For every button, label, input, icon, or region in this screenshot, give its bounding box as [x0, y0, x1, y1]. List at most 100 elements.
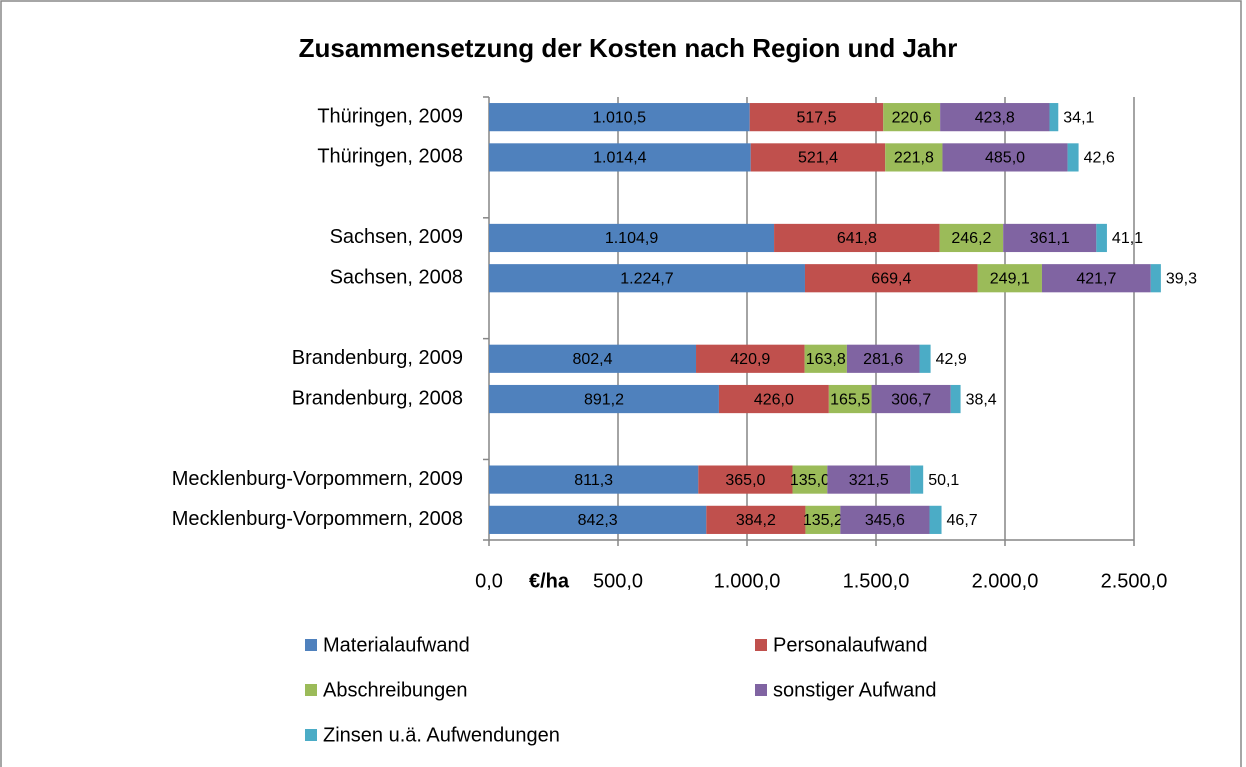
legend-swatch: [305, 639, 317, 651]
bar-segment: [846, 344, 920, 373]
bar-segment: [910, 465, 924, 494]
chart-title: Zusammensetzung der Kosten nach Region u…: [299, 33, 958, 63]
data-label: 321,5: [849, 472, 889, 489]
y-tick-label: Brandenburg, 2009: [292, 347, 463, 369]
data-label: 669,4: [871, 270, 911, 287]
bar-segment: [1049, 103, 1059, 132]
data-label: 891,2: [584, 391, 624, 408]
data-label: 420,9: [730, 351, 770, 368]
bar-segment: [706, 505, 806, 534]
bar-segment: [718, 384, 829, 414]
legend-swatch: [305, 684, 317, 696]
y-tick-label: Mecklenburg-Vorpommern, 2009: [172, 468, 463, 490]
data-label: 802,4: [572, 351, 612, 368]
data-label: 365,0: [725, 472, 765, 489]
data-label: 50,1: [928, 472, 959, 489]
data-label: 38,4: [966, 391, 997, 408]
legend-swatch: [755, 639, 767, 651]
bar-segment: [489, 384, 719, 414]
data-label: 34,1: [1063, 109, 1094, 126]
data-label: 345,6: [865, 512, 905, 529]
bar-segment: [489, 344, 697, 373]
data-label: 521,4: [798, 150, 838, 167]
bar-segment: [749, 103, 884, 132]
bar-segment: [489, 505, 707, 534]
legend-swatch: [755, 684, 767, 696]
legend-label: Materialaufwand: [323, 634, 470, 656]
bar-segment: [750, 143, 886, 172]
data-label: 1.014,4: [593, 150, 646, 167]
legend-label: sonstiger Aufwand: [773, 679, 936, 701]
bar-segment: [489, 465, 699, 494]
data-label: 426,0: [754, 391, 794, 408]
bar-segment: [939, 223, 1004, 253]
bar-segment: [489, 264, 805, 293]
data-label: 135,2: [803, 512, 843, 529]
data-label: 384,2: [736, 512, 776, 529]
bar-segment: [489, 143, 751, 172]
data-label: 811,3: [574, 472, 613, 489]
data-label: 641,8: [837, 230, 877, 247]
data-label: 41,1: [1112, 230, 1143, 247]
bar-segment: [977, 264, 1042, 293]
y-tick-label: Sachsen, 2009: [330, 226, 463, 248]
bar-segment: [827, 465, 911, 494]
bar-segment: [942, 143, 1068, 172]
legend-label: Personalaufwand: [773, 634, 928, 656]
x-tick-label: 2.500,0: [1101, 570, 1168, 592]
y-tick-label: Mecklenburg-Vorpommern, 2008: [172, 508, 463, 530]
data-label: 39,3: [1166, 270, 1197, 287]
y-tick-label: Thüringen, 2009: [317, 105, 463, 127]
x-axis-label: €/ha: [529, 570, 570, 592]
bar-segment: [840, 505, 930, 534]
x-tick-label: 2.000,0: [972, 570, 1039, 592]
bar-segment: [489, 223, 775, 253]
bar-segment: [489, 103, 750, 132]
data-label: 1.104,9: [605, 230, 658, 247]
data-label: 246,2: [951, 230, 991, 247]
bar-segment: [919, 344, 931, 373]
y-tick-label: Brandenburg, 2008: [292, 387, 463, 409]
data-label: 306,7: [891, 391, 931, 408]
data-label: 1.224,7: [620, 270, 673, 287]
bar-segment: [804, 264, 978, 293]
bar-segment: [885, 143, 943, 172]
bar-segment: [696, 344, 805, 373]
data-label: 135,0: [790, 472, 830, 489]
bar-segment: [1003, 223, 1097, 253]
bar-segment: [1096, 223, 1107, 253]
data-label: 842,3: [578, 512, 618, 529]
bar-segment: [940, 103, 1050, 132]
data-label: 281,6: [863, 351, 903, 368]
bar-segment: [950, 384, 961, 414]
data-label: 220,6: [892, 109, 932, 126]
bar-segment: [1041, 264, 1151, 293]
data-label: 46,7: [947, 512, 978, 529]
bar-segment: [929, 505, 942, 534]
data-label: 361,1: [1030, 230, 1070, 247]
data-label: 42,6: [1084, 150, 1115, 167]
bar-segment: [828, 384, 872, 414]
bar-segment: [883, 103, 941, 132]
legend-label: Abschreibungen: [323, 679, 468, 701]
data-label: 517,5: [796, 109, 836, 126]
bar-segment: [1150, 264, 1161, 293]
data-label: 485,0: [985, 150, 1025, 167]
y-tick-label: Thüringen, 2008: [317, 146, 463, 168]
bar-segment: [792, 465, 828, 494]
x-tick-label: 1.500,0: [843, 570, 910, 592]
bar-segment: [698, 465, 793, 494]
x-tick-label: 0,0: [475, 570, 503, 592]
bar-segment: [871, 384, 951, 414]
bar-segment: [804, 344, 847, 373]
data-label: 42,9: [936, 351, 967, 368]
x-tick-label: 1.000,0: [714, 570, 781, 592]
bar-segment: [805, 505, 841, 534]
legend-label: Zinsen u.ä. Aufwendungen: [323, 724, 560, 746]
y-tick-label: Sachsen, 2008: [330, 267, 463, 289]
data-label: 421,7: [1076, 270, 1116, 287]
legend-swatch: [305, 729, 317, 741]
data-label: 1.010,5: [593, 109, 646, 126]
data-label: 423,8: [975, 109, 1015, 126]
